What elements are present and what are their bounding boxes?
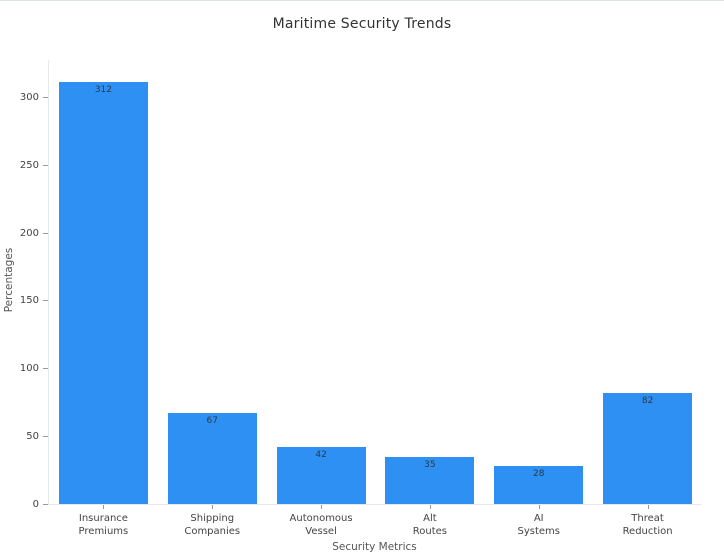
x-category-label: Autonomous Vessel [289, 513, 353, 537]
bar: 28 [494, 466, 584, 504]
y-tick-label: 250 [19, 160, 39, 172]
top-border-line [0, 0, 724, 1]
plot-area: 0 50 100 150 200 250 300 312 Insurance Premiums 6… [20, 60, 702, 537]
bar-value-label: 67 [206, 416, 218, 427]
x-category-label: AI Systems [517, 513, 560, 537]
bar-value-label: 312 [94, 84, 112, 95]
bar: 82 [603, 393, 693, 504]
bar: 42 [276, 447, 366, 504]
y-tick-label: 50 [26, 430, 39, 442]
y-tick-mark [43, 232, 48, 234]
bar-value-label: 82 [641, 396, 654, 406]
bar-value-label: 42 [315, 450, 327, 461]
y-tick-mark [43, 97, 48, 99]
y-tick-mark [43, 368, 48, 370]
y-tick-label: 0 [32, 498, 39, 510]
bar: 312 [58, 81, 148, 504]
y-tick-mark [43, 300, 48, 302]
x-tick-mark [429, 505, 431, 509]
chart-title: Maritime Security Trends [272, 16, 452, 32]
x-axis-title: Security Metrics [332, 541, 417, 553]
x-tick-mark [647, 505, 649, 509]
y-tick-mark [43, 165, 48, 167]
bar-value-label: 28 [533, 469, 545, 480]
y-tick-label: 200 [19, 227, 39, 239]
x-category-label: Insurance Premiums [78, 513, 129, 537]
y-tick-label: 100 [19, 363, 39, 375]
x-tick-mark [212, 505, 214, 509]
bar: 67 [167, 413, 257, 504]
y-tick-label: 300 [19, 92, 39, 104]
y-axis-title: Percentages [3, 247, 15, 313]
x-tick-mark [103, 505, 105, 509]
y-tick-mark [43, 435, 48, 437]
bar: 35 [385, 456, 475, 504]
y-tick-mark [43, 503, 48, 505]
x-category-label: Shipping Companies [184, 513, 241, 537]
x-tick-mark [321, 505, 323, 509]
x-category-label: Alt Routes [412, 513, 448, 537]
x-category-label: Threat Reduction [622, 513, 673, 537]
x-tick-mark [538, 505, 540, 509]
bar-value-label: 35 [424, 459, 436, 470]
y-tick-label: 150 [19, 295, 39, 307]
